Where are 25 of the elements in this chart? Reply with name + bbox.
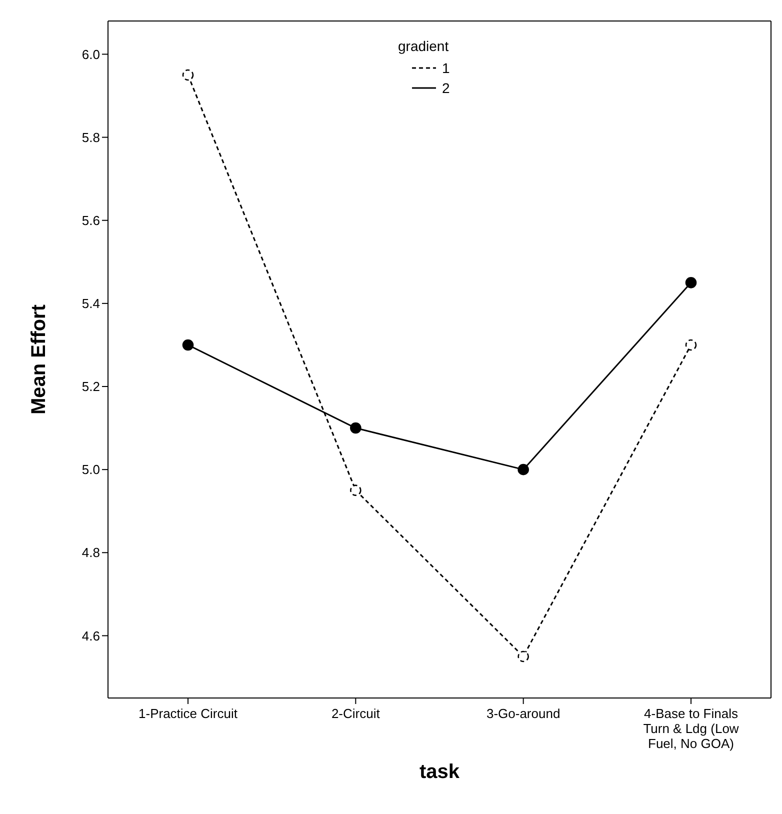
- point: [350, 484, 362, 496]
- y-tick-label: 4.8: [82, 545, 100, 560]
- y-axis-title: Mean Effort: [28, 304, 50, 414]
- y-tick-label: 5.8: [82, 130, 100, 145]
- point: [350, 422, 362, 434]
- legend-label: 1: [442, 60, 450, 76]
- x-tick-label: 3-Go-around: [486, 706, 560, 721]
- y-tick-label: 6.0: [82, 46, 100, 62]
- x-tick-label: 4-Base to Finals Turn & Ldg (Low Fuel, No GOA): [643, 706, 740, 751]
- y-tick-label: 5.6: [82, 212, 100, 228]
- legend-title: gradient: [398, 38, 450, 54]
- y-tick-label: 5.4: [82, 296, 100, 312]
- x-tick-label: 1-Practice Circuit: [138, 706, 238, 721]
- point: [518, 464, 529, 476]
- point: [182, 339, 194, 351]
- point: [182, 69, 194, 81]
- legend-label: 2: [442, 80, 450, 96]
- y-tick-label: 5.2: [82, 379, 100, 394]
- point: [685, 339, 697, 351]
- y-tick-label: 5.0: [82, 462, 100, 478]
- point: [685, 277, 697, 288]
- point: [518, 650, 529, 662]
- y-tick-label: 4.6: [82, 628, 100, 644]
- x-axis-title: task: [419, 761, 460, 783]
- x-tick-label: 2-Circuit: [331, 706, 380, 721]
